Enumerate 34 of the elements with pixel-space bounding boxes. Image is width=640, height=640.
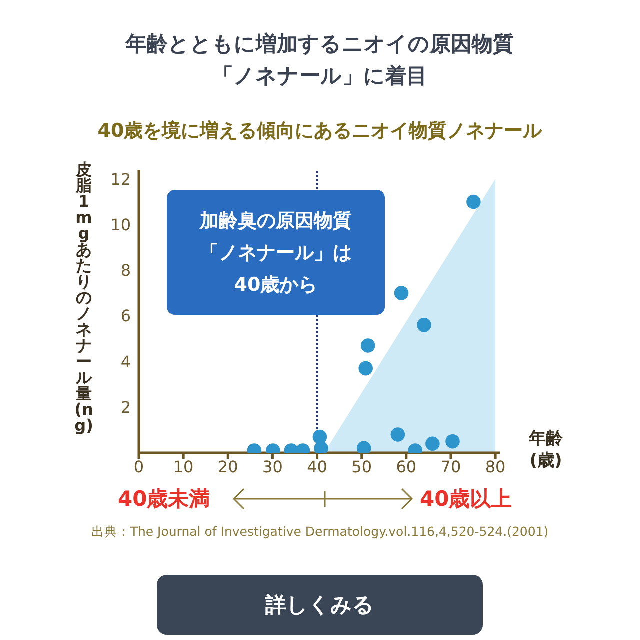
chart-subtitle: 40歳を境に増える傾向にあるニオイ物質ノネナール [96,119,544,144]
y-tick-label: 10 [110,215,131,234]
text: 皮脂1mgあたりのノネナール量(ng) [74,160,94,435]
x-tick-label: 70 [440,457,462,476]
point [466,194,481,210]
text: 40歳未満 [118,486,210,513]
x-tick-label: 80 [485,457,506,476]
y-tick-label: 2 [120,398,131,418]
button: 詳しくみる [157,575,483,635]
x-tick-label: 0 [134,457,144,476]
x-tick-label: 30 [262,457,283,476]
point [360,338,376,353]
annotation: 加齢臭の原因物質「ノネナール」は40歳から [198,208,353,298]
x-tick-label: 50 [352,457,372,476]
point [358,361,373,376]
point [426,436,440,451]
x-axis-title: 年齢(歳) [528,428,564,472]
x-tick-label: 60 [396,457,417,476]
point [446,434,460,449]
y-tick-label: 8 [120,261,131,280]
callout-box: 加齢臭の原因物質「ノネナール」は40歳から [167,190,385,315]
text: 40歳以上 [420,486,512,513]
chart-title: 年齢とともに増加するニオイの原因物質「ノネナール」に着目 [125,31,515,90]
point [312,430,328,444]
x-tick-label: 20 [218,457,238,476]
point [390,428,406,442]
source-note: 出典：The Journal of Investigative Dermatology.vol.116,4,520-524.(2001) [90,524,550,541]
y-tick-label: 6 [120,306,131,326]
y-tick-label: 4 [120,352,131,372]
point [417,318,432,332]
y-tick-label: 12 [110,170,131,189]
x-tick-label: 10 [173,457,194,476]
x-tick-label: 40 [307,457,328,476]
point [394,286,409,300]
